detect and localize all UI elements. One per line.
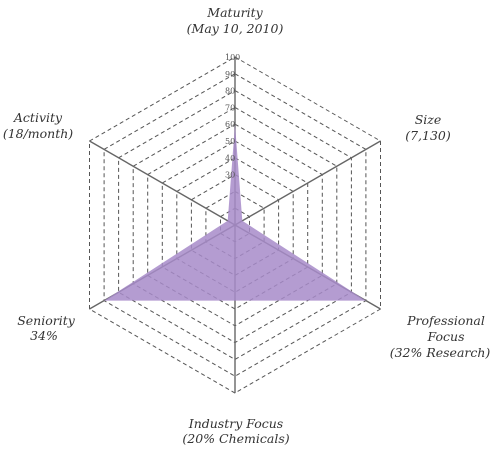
- tick-label: 80: [225, 87, 235, 96]
- data-area: [104, 124, 366, 301]
- tick-label: 90: [225, 70, 235, 79]
- axis-detail-size: (7,130): [405, 128, 451, 143]
- axis-label-maturity: Maturity: [206, 5, 263, 20]
- tick-label: 50: [225, 137, 235, 146]
- axis-line: [89, 140, 236, 226]
- axis-label-size: Size: [415, 112, 442, 127]
- axis-label-professional-line2: Focus: [427, 329, 465, 344]
- axis-line: [234, 140, 381, 226]
- axis-label-seniority: Seniority: [17, 313, 76, 328]
- tick-label: 100: [225, 53, 240, 62]
- axis-label-industry: Industry Focus: [188, 416, 283, 431]
- tick-label: 60: [225, 120, 235, 129]
- axis-detail-seniority: 34%: [30, 328, 58, 343]
- axis-label-professional: Professional: [406, 313, 485, 328]
- tick-label: 70: [225, 103, 235, 112]
- axis-detail-industry: (20% Chemicals): [182, 431, 289, 446]
- axis-label-activity: Activity: [13, 110, 63, 125]
- axis-detail-professional: (32% Research): [390, 345, 491, 360]
- tick-label: 30: [225, 171, 235, 180]
- axis-detail-activity: (18/month): [3, 126, 73, 141]
- tick-label: 40: [225, 154, 235, 163]
- axis-detail-maturity: (May 10, 2010): [187, 21, 284, 36]
- radial-tick-labels: 30 40 50 60 70 80 90 100: [225, 53, 240, 180]
